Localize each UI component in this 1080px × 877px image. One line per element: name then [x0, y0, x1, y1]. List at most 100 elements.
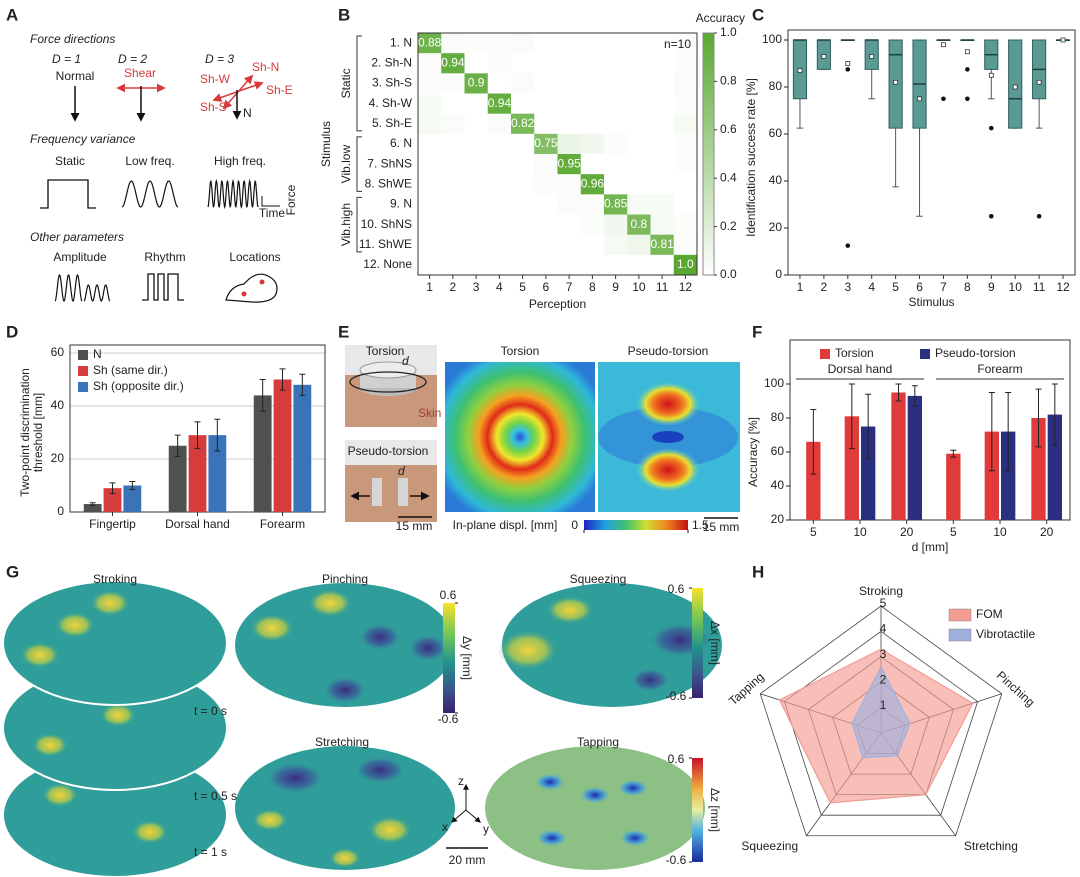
scale-label: 20 mm	[449, 853, 486, 867]
error-bar	[1035, 388, 1042, 448]
map-blob	[498, 630, 558, 670]
legend-label: Torsion	[835, 346, 874, 360]
heatmap-cell	[627, 73, 651, 94]
x-tick-label: 8	[964, 280, 971, 294]
mean	[1012, 84, 1018, 90]
heatmap-cell	[557, 113, 582, 135]
heatmap-cell	[604, 254, 628, 276]
colorbar-tick-label: 0.6	[668, 582, 685, 596]
heatmap-cell	[534, 254, 558, 276]
heatmap-cell	[418, 113, 442, 135]
heatmap-cell	[557, 33, 582, 54]
x-tick-label: Dorsal hand	[165, 517, 230, 531]
heatmap-cell	[534, 53, 558, 74]
x-tick-label: 1	[426, 280, 433, 294]
x-tick-label: 12	[679, 280, 693, 294]
legend-label: Sh (same dir.)	[93, 363, 168, 377]
heatmap-cell	[650, 194, 675, 215]
colorbar-tick-label: 0.0	[720, 267, 737, 281]
direction-label: Sh-N	[252, 60, 279, 74]
heatmap-cell	[557, 53, 582, 74]
heatmap-cell	[464, 214, 489, 236]
heatmap-cell	[441, 53, 465, 74]
outlier	[845, 67, 851, 72]
map-blob	[32, 733, 68, 757]
section-title: Frequency variance	[30, 132, 136, 146]
heatmap-cell	[534, 93, 558, 115]
direction-label: Shear	[124, 66, 156, 80]
gesture-title: Squeezing	[570, 572, 627, 586]
heatmap-cell	[464, 33, 489, 54]
x-axis-label: Perception	[529, 297, 586, 311]
error-bar	[109, 482, 116, 494]
heatmap-cell	[441, 214, 465, 236]
panel-letter: G	[6, 562, 19, 581]
heatmap-cell	[580, 214, 605, 236]
bar	[907, 395, 922, 520]
row-label: 11. ShWE	[359, 237, 412, 251]
waveform	[54, 274, 83, 302]
direction-label: Normal	[56, 69, 95, 83]
map-blob	[546, 596, 594, 624]
row-label: 8. ShWE	[365, 176, 412, 190]
heatmap-cell	[418, 254, 442, 276]
dimension-label: D = 3	[205, 52, 234, 66]
x-tick-label: 10	[1009, 280, 1023, 294]
heatmap-cell	[534, 113, 558, 135]
heatmap-cell	[534, 174, 558, 195]
colorbar-tick-label: 0	[571, 518, 578, 532]
heatmap-cell	[418, 33, 442, 54]
y-tick-label: 20	[51, 451, 65, 465]
heatmap-cell	[534, 214, 558, 236]
heatmap-cell	[464, 133, 489, 155]
row-label: 6. N	[390, 136, 412, 150]
heatmap-cell	[650, 33, 675, 54]
heatmap-cell	[487, 234, 512, 256]
bar	[103, 488, 122, 512]
heatmap-cell	[580, 53, 605, 74]
heatmap-cell	[487, 254, 512, 276]
bar	[984, 431, 999, 520]
torsion-arrow	[349, 371, 427, 393]
outlier	[1036, 213, 1042, 219]
scale-label: 15 mm	[396, 519, 433, 533]
outlier	[988, 213, 994, 219]
gesture-title: Stretching	[315, 735, 369, 749]
heatmap-cell	[650, 93, 675, 115]
heatmap-cell	[673, 73, 698, 94]
frequency-label: High freq.	[214, 154, 266, 168]
row-label: 12. None	[363, 257, 412, 271]
cell-label: 0.94	[441, 55, 465, 69]
waveform	[142, 273, 184, 301]
section-title: Force directions	[30, 32, 115, 46]
heatmap-cell	[673, 113, 698, 135]
outlier	[988, 125, 994, 131]
heatmap-cell	[580, 154, 605, 175]
heatmap-cell	[627, 93, 651, 115]
colorbar-label: In-plane displ. [mm]	[453, 518, 558, 532]
map-blob	[55, 612, 95, 638]
mean	[821, 54, 827, 59]
cell-label: 0.8	[631, 217, 648, 231]
error-bar	[194, 421, 201, 449]
axis-arrow	[451, 809, 467, 823]
heatmap-cell	[487, 174, 512, 195]
y-tick-label: 60	[771, 444, 785, 458]
colorbar	[692, 758, 703, 862]
heatmap-cell	[604, 194, 628, 215]
y-tick-label: 0	[57, 504, 64, 518]
x-tick-label: Fingertip	[89, 517, 136, 531]
heatmap-cell	[627, 194, 651, 215]
y-axis-label: Two-point discrimination	[18, 368, 32, 497]
map-blob	[20, 642, 60, 668]
x-tick-label: 20	[1040, 525, 1054, 539]
map-title: Pseudo-torsion	[628, 344, 709, 358]
heatmap-cell	[534, 154, 558, 175]
bar	[1001, 431, 1016, 520]
heatmap-cell	[418, 214, 442, 236]
x-tick-label: 5	[950, 525, 957, 539]
heatmap-cell	[418, 234, 442, 256]
x-tick-label: 3	[473, 280, 480, 294]
location-dot	[259, 279, 265, 285]
axis-label: z	[458, 774, 464, 788]
